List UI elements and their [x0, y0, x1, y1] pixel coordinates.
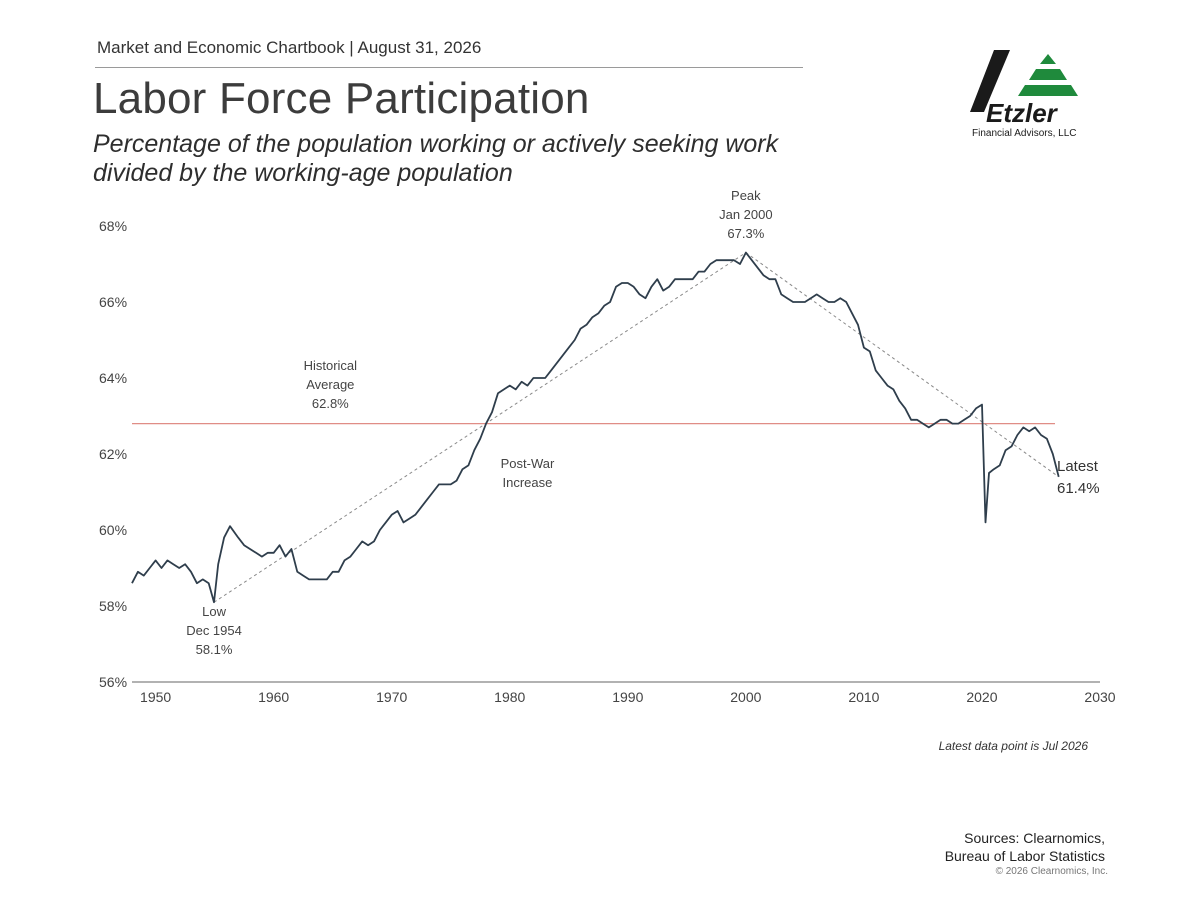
y-tick-label: 64% [99, 370, 127, 386]
peak-label: 67.3% [727, 226, 764, 241]
trend-line [745, 252, 1059, 478]
y-tick-label: 60% [99, 522, 127, 538]
post-war-label: Post-War [501, 456, 555, 471]
latest-data-note: Latest data point is Jul 2026 [938, 739, 1088, 753]
low-label: 58.1% [196, 642, 233, 657]
y-axis: 56% 58% 60% 62% 64% 66% 68% [99, 218, 127, 690]
logo-slash [970, 50, 1010, 112]
low-label: Dec 1954 [186, 623, 242, 638]
y-tick-label: 62% [99, 446, 127, 462]
sources-line-1: Sources: Clearnomics, [964, 830, 1105, 846]
x-tick-label: 2010 [848, 689, 879, 705]
x-tick-label: 1970 [376, 689, 407, 705]
peak-label: Jan 2000 [719, 207, 773, 222]
historical-average-label: Average [306, 377, 354, 392]
y-tick-label: 56% [99, 674, 127, 690]
subtitle-line-2: divided by the working-age population [93, 159, 513, 187]
chart-annotations: Historical Average 62.8% Low Dec 1954 58.1% Pe… [186, 188, 1099, 657]
historical-average-label: Historical [304, 358, 358, 373]
chartbook-header: Market and Economic Chartbook | August 3… [97, 38, 482, 57]
y-tick-label: 58% [99, 598, 127, 614]
post-war-label: Increase [503, 475, 553, 490]
logo-stripe-bottom [1018, 85, 1078, 96]
page-title: Labor Force Participation [93, 74, 590, 123]
header-divider [95, 67, 803, 68]
x-tick-label: 1990 [612, 689, 643, 705]
sources: Sources: Clearnomics, Bureau of Labor St… [945, 829, 1105, 865]
x-axis: 1950 1960 1970 1980 1990 2000 2010 2020 2030 [132, 681, 1116, 705]
logo-stripe-middle [1029, 69, 1067, 80]
y-tick-label: 66% [99, 294, 127, 310]
trend-line [213, 252, 747, 603]
x-tick-label: 1980 [494, 689, 525, 705]
x-tick-label: 1950 [140, 689, 171, 705]
logo-triangle-top [1040, 54, 1056, 64]
historical-average-label: 62.8% [312, 396, 349, 411]
participation-line [131, 251, 1060, 604]
sources-line-2: Bureau of Labor Statistics [944, 848, 1105, 864]
logo-tagline: Financial Advisors, LLC [972, 128, 1077, 139]
x-tick-label: 1960 [258, 689, 289, 705]
low-label: Low [202, 604, 226, 619]
x-tick-label: 2000 [730, 689, 761, 705]
x-tick-label: 2020 [966, 689, 997, 705]
chart-marks [131, 251, 1060, 604]
copyright: © 2026 Clearnomics, Inc. [995, 866, 1108, 877]
y-tick-label: 68% [99, 218, 127, 234]
peak-label: Peak [731, 188, 761, 203]
page-subtitle: Percentage of the population working or … [93, 130, 813, 188]
latest-label: Latest [1057, 458, 1099, 475]
logo-wordmark: Etzler [986, 98, 1059, 128]
latest-label: 61.4% [1057, 480, 1100, 497]
etzler-logo: Etzler Financial Advisors, LLC [970, 50, 1078, 139]
x-tick-label: 2030 [1084, 689, 1115, 705]
subtitle-line-1: Percentage of the population working or … [93, 130, 779, 158]
